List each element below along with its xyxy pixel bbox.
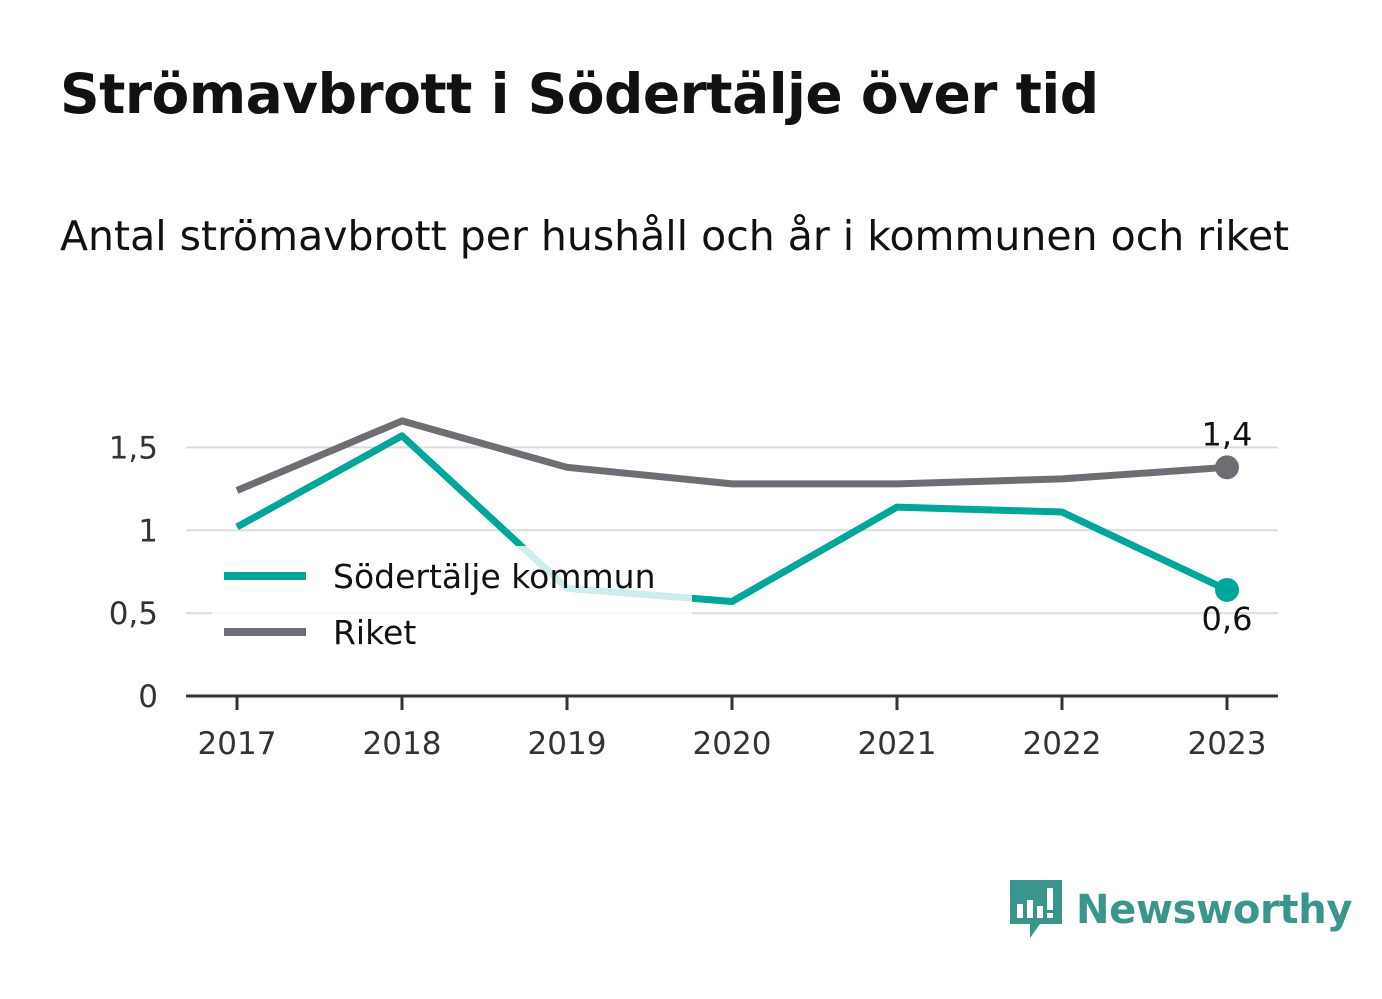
x-tick-label: 2023 [1188,726,1267,762]
series-line-sodertalje [235,432,1229,606]
legend-label: Södertälje kommun [333,557,656,596]
newsworthy-logo: Newsworthy [1010,880,1353,940]
y-tick-label: 0 [138,679,158,715]
end-markers: 0,6 1,4 [1202,415,1253,638]
series-line-riket [235,417,1228,494]
y-tick-label: 0,5 [109,596,158,632]
chart-title: Strömavbrott i Södertälje över tid [60,62,1099,126]
y-tick-label: 1 [138,513,158,549]
end-value-label: 0,6 [1202,600,1253,638]
x-tick-label: 2017 [198,726,277,762]
brand-name: Newsworthy [1076,887,1353,933]
end-marker [1215,577,1239,602]
legend: Södertälje kommun Riket [212,546,692,658]
x-tick-label: 2019 [528,726,607,762]
x-tick-label: 2020 [693,726,772,762]
y-tick-label: 1,5 [109,430,158,466]
x-tick-label: 2021 [858,726,937,762]
end-value-label: 1,4 [1202,415,1253,453]
bar-chart-speech-bubble-icon [1010,880,1062,938]
x-axis-ticks: 2017 2018 2019 2020 2021 2022 2023 [198,696,1267,762]
x-tick-label: 2018 [363,726,442,762]
end-marker [1215,455,1239,480]
chart-subtitle: Antal strömavbrott per hushåll och år i … [60,212,1290,260]
legend-label: Riket [333,613,416,652]
x-tick-label: 2022 [1023,726,1102,762]
y-axis-ticks: 0 0,5 1 1,5 [109,430,158,715]
legend-background [212,546,692,658]
series-lines [235,417,1229,606]
